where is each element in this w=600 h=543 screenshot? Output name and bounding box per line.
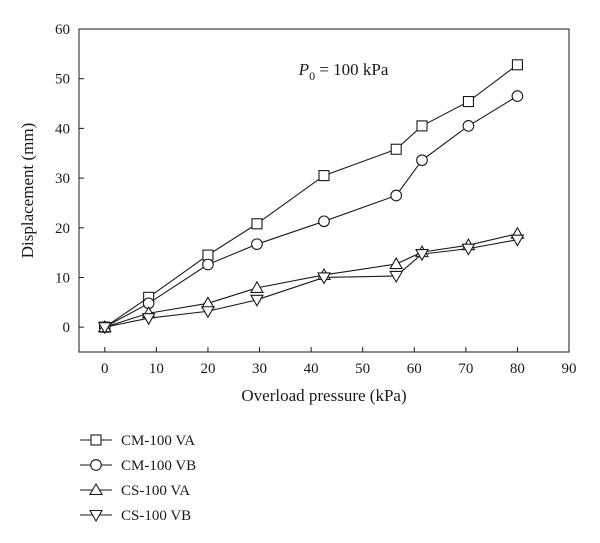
series-line-2 (104, 95, 518, 328)
series-4-point (249, 294, 264, 307)
series-4-point (415, 249, 429, 262)
series-2-point (462, 120, 475, 132)
y-axis-title: Displacement (mm) (18, 123, 37, 259)
series-2-point (416, 154, 428, 167)
y-tick-label: 40 (55, 121, 70, 137)
series-4-point (389, 270, 404, 284)
series-2-point (202, 258, 214, 271)
series-2-point (390, 189, 403, 202)
annotation-value: = 100 kPa (315, 60, 389, 79)
legend-marker (90, 434, 102, 446)
annotation-p0: P0 = 100 kPa (298, 60, 389, 83)
x-tick-label: 20 (200, 361, 215, 377)
y-tick-label: 10 (55, 270, 70, 286)
x-tick-label: 30 (252, 361, 267, 377)
series-2-point (318, 215, 330, 228)
y-tick-label: 60 (55, 22, 70, 38)
series-4-point (200, 306, 215, 319)
series-4-point (510, 234, 525, 247)
series-3-point (249, 280, 264, 293)
legend-marker (90, 459, 102, 471)
legend-label: CM-100 VA (121, 433, 195, 449)
x-tick-label: 50 (355, 361, 370, 377)
legend-label: CM-100 VB (121, 458, 196, 474)
legend-marker (89, 482, 103, 496)
series-line-4 (104, 239, 518, 328)
y-tick-label: 30 (55, 171, 70, 187)
x-tick-label: 70 (458, 361, 473, 377)
plot-area-frame (78, 28, 570, 353)
x-axis-title: Overload pressure (kPa) (241, 386, 406, 405)
x-tick-label: 80 (510, 361, 525, 377)
series-1-point (251, 218, 263, 230)
x-tick-label: 10 (149, 361, 164, 377)
series-2-point (251, 238, 263, 251)
series-1-point (416, 120, 428, 132)
y-tick-label: 0 (63, 320, 71, 336)
series-3-point (389, 256, 404, 270)
series-1-point (318, 170, 330, 182)
legend-marker (89, 509, 103, 523)
series-line-3 (104, 233, 518, 328)
series-2-point (511, 90, 524, 102)
legend: CM-100 VA CM-100 VB CS-100 VA CS-100 VB (80, 433, 196, 524)
series-4-point (141, 313, 156, 326)
series-4-point (317, 272, 331, 285)
x-tick-label: 0 (101, 361, 109, 377)
y-tick-label: 50 (55, 72, 70, 88)
x-tick-label: 60 (407, 361, 422, 377)
series-1-point (390, 143, 402, 155)
annotation-subscript: 0 (309, 69, 315, 83)
series-1-point (202, 249, 214, 261)
legend-label: CS-100 VB (121, 508, 191, 524)
series-line-1 (104, 64, 518, 328)
x-tick-label: 90 (562, 361, 577, 377)
x-tick-label: 40 (304, 361, 319, 377)
annotation-symbol: P (298, 60, 309, 79)
series-4-point (461, 243, 476, 256)
series-1-point (462, 96, 474, 108)
legend-label: CS-100 VA (121, 483, 190, 499)
y-tick-label: 20 (55, 221, 70, 237)
series-1-point (511, 59, 523, 71)
series-4-point (97, 322, 112, 335)
